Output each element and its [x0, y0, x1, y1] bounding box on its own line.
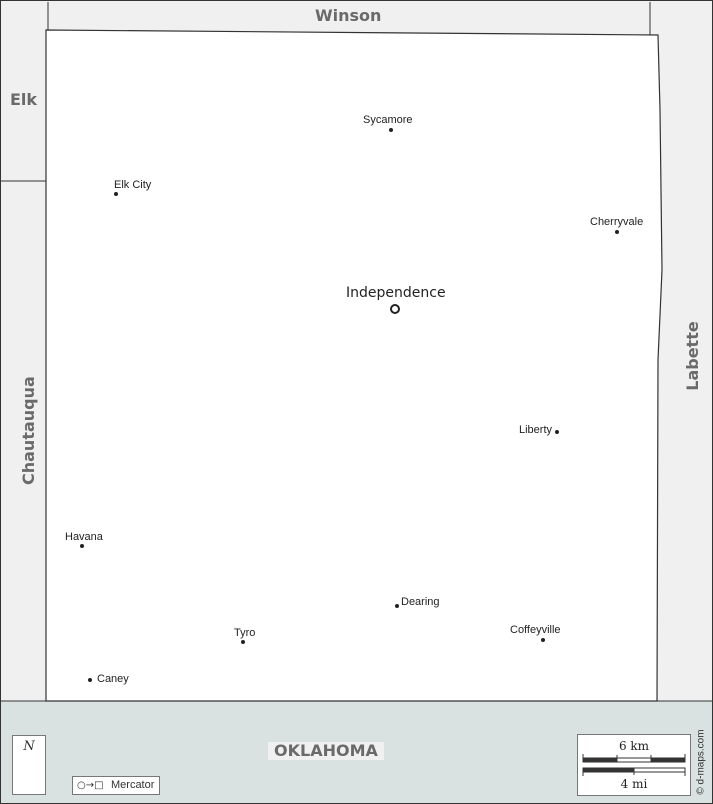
- city-label: Elk City: [114, 179, 152, 191]
- scale-bar: 6 km 4 mi: [577, 734, 691, 796]
- city-dot-icon: [395, 604, 399, 608]
- projection-name: Mercator: [111, 779, 155, 791]
- neighbor-label-south: OKLAHOMA: [268, 742, 384, 760]
- city-label: Dearing: [401, 596, 440, 608]
- city-label: Havana: [65, 531, 103, 543]
- copyright-text: © d-maps.com: [695, 729, 707, 795]
- copyright-note: © d-maps.com: [692, 726, 710, 798]
- north-arrow: N: [12, 735, 46, 795]
- city-label: Cherryvale: [590, 216, 644, 228]
- projection-box: ○→□ Mercator: [72, 776, 160, 795]
- neighbor-label-west-upper: Elk: [4, 91, 44, 109]
- city-label: Sycamore: [363, 114, 413, 126]
- city-dot-icon: [88, 678, 92, 682]
- city-dot-icon: [114, 192, 118, 196]
- north-letter: N: [23, 739, 35, 754]
- neighbor-label-north: Winson: [309, 7, 388, 25]
- neighbor-label-west-lower: Chautauqua: [19, 376, 38, 491]
- neighbor-label-east: Labette: [683, 310, 702, 402]
- city-dot-icon: [241, 640, 245, 644]
- scale-bar-graphic: [582, 754, 686, 776]
- scale-mi-label: 4 mi: [620, 777, 648, 791]
- scale-km-label: 6 km: [618, 739, 650, 753]
- city-label: Caney: [97, 673, 129, 685]
- city-dot-icon: [389, 128, 393, 132]
- capital-label: Independence: [346, 285, 446, 301]
- city-dot-icon: [80, 544, 84, 548]
- city-dot-icon: [615, 230, 619, 234]
- city-label: Coffeyville: [510, 624, 561, 636]
- projection-icon: ○→□: [77, 780, 104, 791]
- capital-marker-icon: [390, 304, 400, 314]
- city-dot-icon: [541, 638, 545, 642]
- city-label: Liberty: [519, 424, 553, 436]
- city-dot-icon: [555, 430, 559, 434]
- county-shape: [45, 29, 663, 702]
- city-label: Tyro: [234, 627, 256, 639]
